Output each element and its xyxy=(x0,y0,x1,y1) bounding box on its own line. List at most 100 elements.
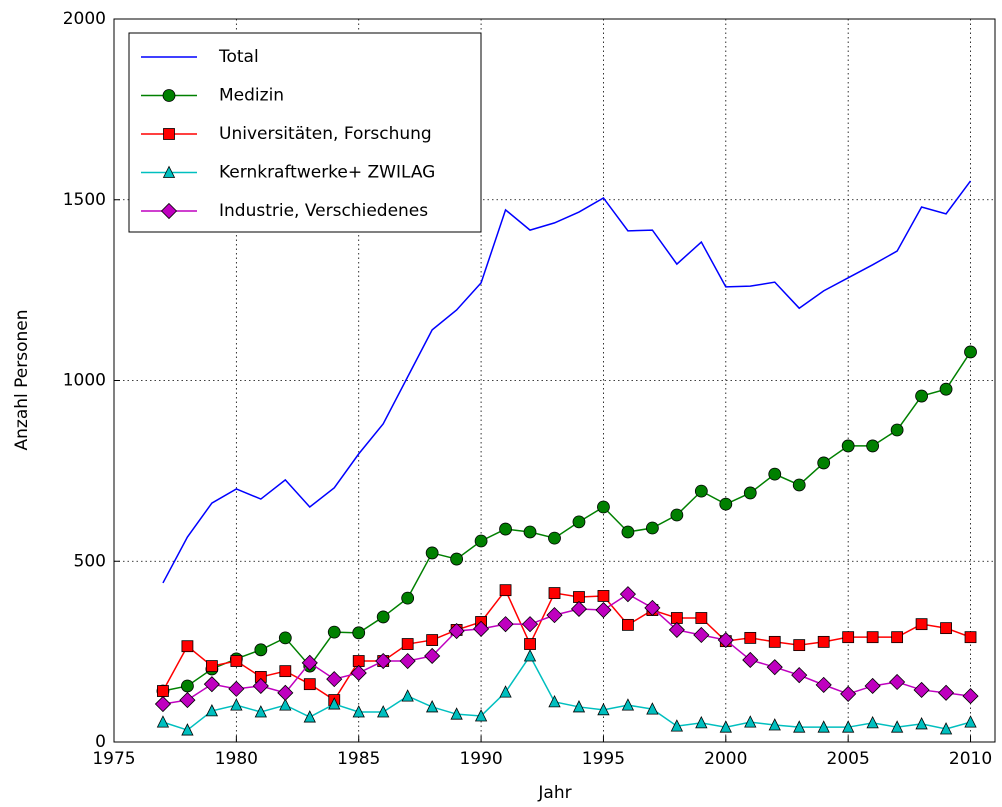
marker xyxy=(497,616,514,633)
marker xyxy=(278,631,292,645)
marker xyxy=(448,622,465,640)
marker xyxy=(646,702,659,715)
marker xyxy=(205,704,219,717)
legend-box xyxy=(128,32,482,233)
marker xyxy=(377,705,390,718)
x-tick-label: 1980 xyxy=(215,749,258,769)
marker xyxy=(621,525,635,539)
x-tick-label: 2000 xyxy=(704,749,747,769)
marker xyxy=(524,638,536,650)
series-line xyxy=(162,593,971,705)
marker xyxy=(962,688,979,705)
marker xyxy=(573,591,585,603)
marker xyxy=(742,651,759,669)
marker xyxy=(595,601,612,619)
legend-label: Total xyxy=(218,47,259,67)
y-tick-label: 1000 xyxy=(63,371,106,391)
marker xyxy=(548,531,561,545)
marker xyxy=(277,684,294,701)
marker xyxy=(597,500,610,514)
marker xyxy=(352,626,366,640)
marker xyxy=(719,720,732,733)
marker xyxy=(766,659,783,676)
marker xyxy=(425,700,439,713)
marker xyxy=(375,652,392,670)
marker xyxy=(864,677,881,695)
marker xyxy=(622,618,634,631)
marker xyxy=(621,698,635,711)
marker xyxy=(939,722,953,735)
marker xyxy=(546,607,563,624)
marker xyxy=(817,456,831,470)
marker xyxy=(645,521,659,535)
marker xyxy=(939,382,953,396)
marker xyxy=(793,720,806,733)
marker xyxy=(401,638,414,650)
marker xyxy=(964,631,977,644)
marker xyxy=(915,618,928,631)
marker xyxy=(352,655,365,667)
marker xyxy=(548,694,561,708)
marker xyxy=(891,631,904,644)
marker xyxy=(450,707,463,720)
marker xyxy=(230,698,243,711)
marker xyxy=(866,439,880,453)
marker xyxy=(181,723,194,736)
marker xyxy=(793,639,806,652)
marker xyxy=(181,679,194,693)
marker xyxy=(163,128,175,140)
marker xyxy=(791,667,808,684)
y-tick-label: 0 xyxy=(95,732,106,752)
marker xyxy=(915,389,928,403)
marker xyxy=(523,525,537,539)
marker xyxy=(205,660,218,672)
marker xyxy=(695,715,708,729)
y-tick-label: 2000 xyxy=(63,9,106,29)
marker xyxy=(424,647,441,665)
marker xyxy=(474,709,488,722)
marker xyxy=(815,676,832,693)
marker xyxy=(717,631,734,649)
marker xyxy=(768,718,781,731)
marker xyxy=(303,678,316,691)
marker xyxy=(866,631,879,644)
marker xyxy=(350,664,367,682)
x-tick-label: 2005 xyxy=(827,749,870,769)
marker xyxy=(450,552,464,566)
series-line xyxy=(162,180,972,584)
marker xyxy=(619,586,636,603)
marker xyxy=(203,676,220,693)
marker xyxy=(695,612,708,624)
x-tick-label: 1995 xyxy=(582,749,625,769)
marker xyxy=(474,534,488,548)
marker xyxy=(644,599,661,616)
marker xyxy=(399,652,416,670)
x-tick-label: 1990 xyxy=(459,749,502,769)
legend-label: Medizin xyxy=(219,86,284,106)
marker xyxy=(597,590,610,602)
marker xyxy=(572,700,586,713)
marker xyxy=(521,616,539,633)
marker xyxy=(889,673,906,691)
marker xyxy=(181,640,194,653)
marker xyxy=(327,625,341,639)
marker xyxy=(744,715,757,728)
marker xyxy=(352,705,365,718)
marker xyxy=(670,612,683,624)
marker xyxy=(890,720,904,733)
marker xyxy=(768,635,781,648)
marker xyxy=(670,508,684,522)
marker xyxy=(156,715,170,728)
marker xyxy=(326,671,343,688)
legend-label: Kernkraftwerke+ ZWILAG xyxy=(219,163,435,183)
marker xyxy=(964,345,977,359)
y-axis-label: Anzahl Personen xyxy=(12,309,32,450)
marker xyxy=(254,705,267,718)
marker xyxy=(572,515,586,529)
marker xyxy=(842,631,855,644)
marker xyxy=(792,478,806,492)
marker xyxy=(401,689,414,702)
marker xyxy=(964,715,977,728)
marker xyxy=(719,497,733,511)
marker xyxy=(279,698,292,711)
